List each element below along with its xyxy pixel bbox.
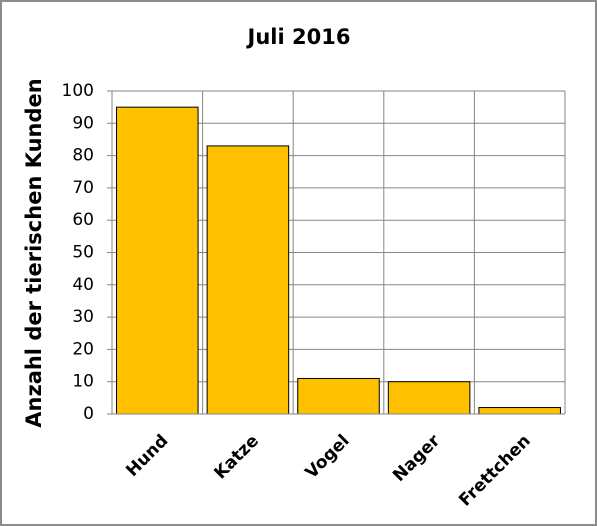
bar bbox=[116, 106, 199, 415]
y-tick-label: 60 bbox=[72, 210, 94, 230]
chart-title: Juli 2016 bbox=[246, 25, 351, 49]
y-tick-label: 30 bbox=[72, 307, 94, 327]
bar bbox=[206, 145, 290, 415]
bar bbox=[387, 381, 471, 415]
y-tick-label: 20 bbox=[72, 339, 94, 359]
y-tick-label: 90 bbox=[72, 113, 94, 133]
y-tick-label: 50 bbox=[72, 243, 94, 263]
y-tick-label: 40 bbox=[72, 275, 94, 295]
y-tick-label: 70 bbox=[72, 178, 94, 198]
bar bbox=[478, 407, 561, 415]
y-tick-label: 80 bbox=[72, 146, 94, 166]
y-axis-label: Anzahl der tierischen Kunden bbox=[22, 78, 46, 427]
bar bbox=[297, 377, 380, 415]
y-tick-label: 100 bbox=[62, 81, 94, 101]
y-tick-label: 10 bbox=[72, 372, 94, 392]
y-tick-label: 0 bbox=[83, 404, 94, 424]
